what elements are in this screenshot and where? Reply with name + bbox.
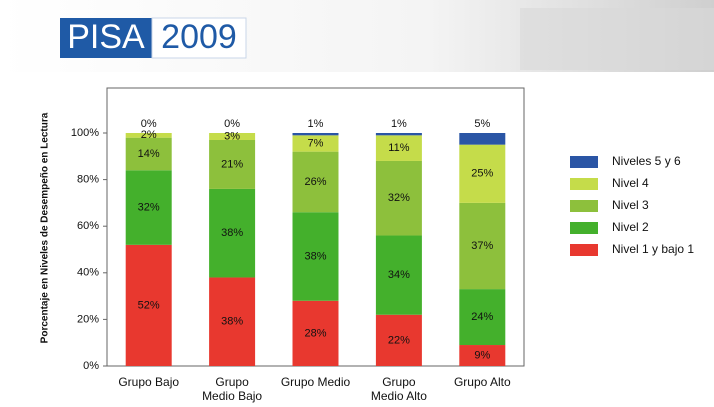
brand: PISA [67,18,145,56]
value-label: 34% [388,269,410,281]
bar-segment [292,300,339,366]
value-label: 25% [471,168,493,180]
year: 2009 [161,18,237,56]
legend-label: Nivel 4 [612,176,649,190]
bar-segment [375,235,422,315]
x-tick-label: Grupo Alto [453,375,511,389]
value-label: 26% [304,176,326,188]
bar-segment [459,133,506,145]
legend-swatch [570,222,598,234]
y-tick-label: 40% [77,267,99,279]
y-tick-label: 0% [83,360,99,372]
y-tick-label: 80% [77,174,99,186]
bar-segment [209,139,256,189]
x-tick-label: Grupo Medio Bajo [202,375,263,403]
value-label: 38% [221,316,243,328]
value-label: 38% [304,250,326,262]
legend-label: Nivel 2 [612,220,649,234]
legend-label: Niveles 5 y 6 [612,154,681,168]
value-label: 0% [224,118,240,130]
y-tick-label: 100% [71,127,99,139]
value-label: 24% [471,311,493,323]
bar-segment [125,244,172,366]
bar-segment [375,135,422,161]
y-tick-label: 60% [77,220,99,232]
bar-segment [209,277,256,366]
bar-segment [375,160,422,236]
header-photo [520,8,714,70]
bar-segment [125,170,172,245]
legend-label: Nivel 1 y bajo 1 [612,242,694,256]
value-label: 21% [221,158,243,170]
year-box [151,17,247,59]
x-tick-label: Grupo Medio [280,375,351,389]
legend-swatch [570,200,598,212]
value-label: 3% [224,130,240,142]
bar-segment [375,314,422,366]
y-axis-label: Porcentaje en Niveles de Desempeño en Le… [40,112,51,343]
value-label: 32% [138,201,160,213]
legend-swatch [570,156,598,168]
value-label: 14% [138,148,160,160]
x-tick-label: Grupo Bajo [118,375,180,389]
bar-segment [292,133,339,136]
legend-swatch [570,178,598,190]
bar-segment [125,137,172,171]
bar-segment [459,144,506,203]
bar-segment [375,133,422,136]
value-label: 32% [388,192,410,204]
value-label: 1% [391,118,407,130]
x-tick-label: Grupo Medio Alto [370,375,427,403]
legend-label: Nivel 3 [612,198,649,212]
value-label: 37% [471,240,493,252]
value-label: 22% [388,334,410,346]
bar-segment [459,202,506,290]
value-label: 2% [141,129,157,141]
bar-segment [209,133,256,140]
bar-segment [459,345,506,366]
value-label: 5% [474,118,490,130]
logo-box [60,18,152,58]
value-label: 38% [221,227,243,239]
bar-segment [292,135,339,152]
value-label: 11% [388,142,409,154]
bar-segment [125,133,172,138]
bar-segment [292,151,339,213]
value-label: 52% [138,299,160,311]
value-label: 1% [308,118,324,130]
y-tick-label: 20% [77,313,99,325]
value-label: 0% [141,118,157,130]
bar-segment [209,188,256,278]
bar-segment [292,212,339,301]
legend-swatch [570,244,598,256]
value-label: 28% [304,327,326,339]
bar-segment [459,289,506,346]
value-label: 7% [308,137,324,149]
value-label: 9% [474,349,490,361]
